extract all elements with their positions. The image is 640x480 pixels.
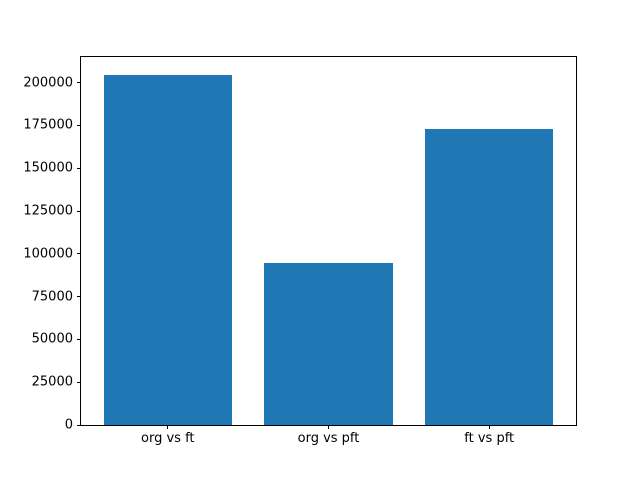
y-tick-mark [77,210,81,212]
y-tick-mark [77,167,81,169]
bar-org-vs-pft [264,262,393,425]
y-tick-label: 50000 [31,331,73,347]
y-tick-label: 75000 [31,289,73,305]
y-tick-mark [77,338,81,340]
y-tick-label: 100000 [23,246,73,262]
x-tick-label: ft vs pft [464,431,515,446]
bar-org-vs-ft [103,74,233,425]
y-tick-label: 0 [64,417,73,433]
x-tick-label: org vs ft [141,431,195,446]
y-tick-mark [77,253,81,255]
y-tick-mark [77,296,81,298]
axes: 0 25000 50000 75000 100000 125000 150000 175000… [23,56,577,445]
bar-ft-vs-pft [424,128,554,425]
x-tick-mark [328,425,329,429]
y-tick-mark [77,381,81,383]
x-tick-mark [488,425,490,429]
y-tick-mark [77,82,81,84]
x-tick-mark [167,425,169,429]
y-tick-label: 125000 [23,203,73,219]
y-tick-label: 200000 [23,75,73,91]
y-tick-mark [77,124,81,126]
y-tick-label: 150000 [23,160,73,176]
x-tick-label: org vs pft [297,431,360,446]
y-tick-mark [77,424,81,426]
y-tick-label: 25000 [31,374,73,390]
y-tick-label: 175000 [23,117,73,133]
